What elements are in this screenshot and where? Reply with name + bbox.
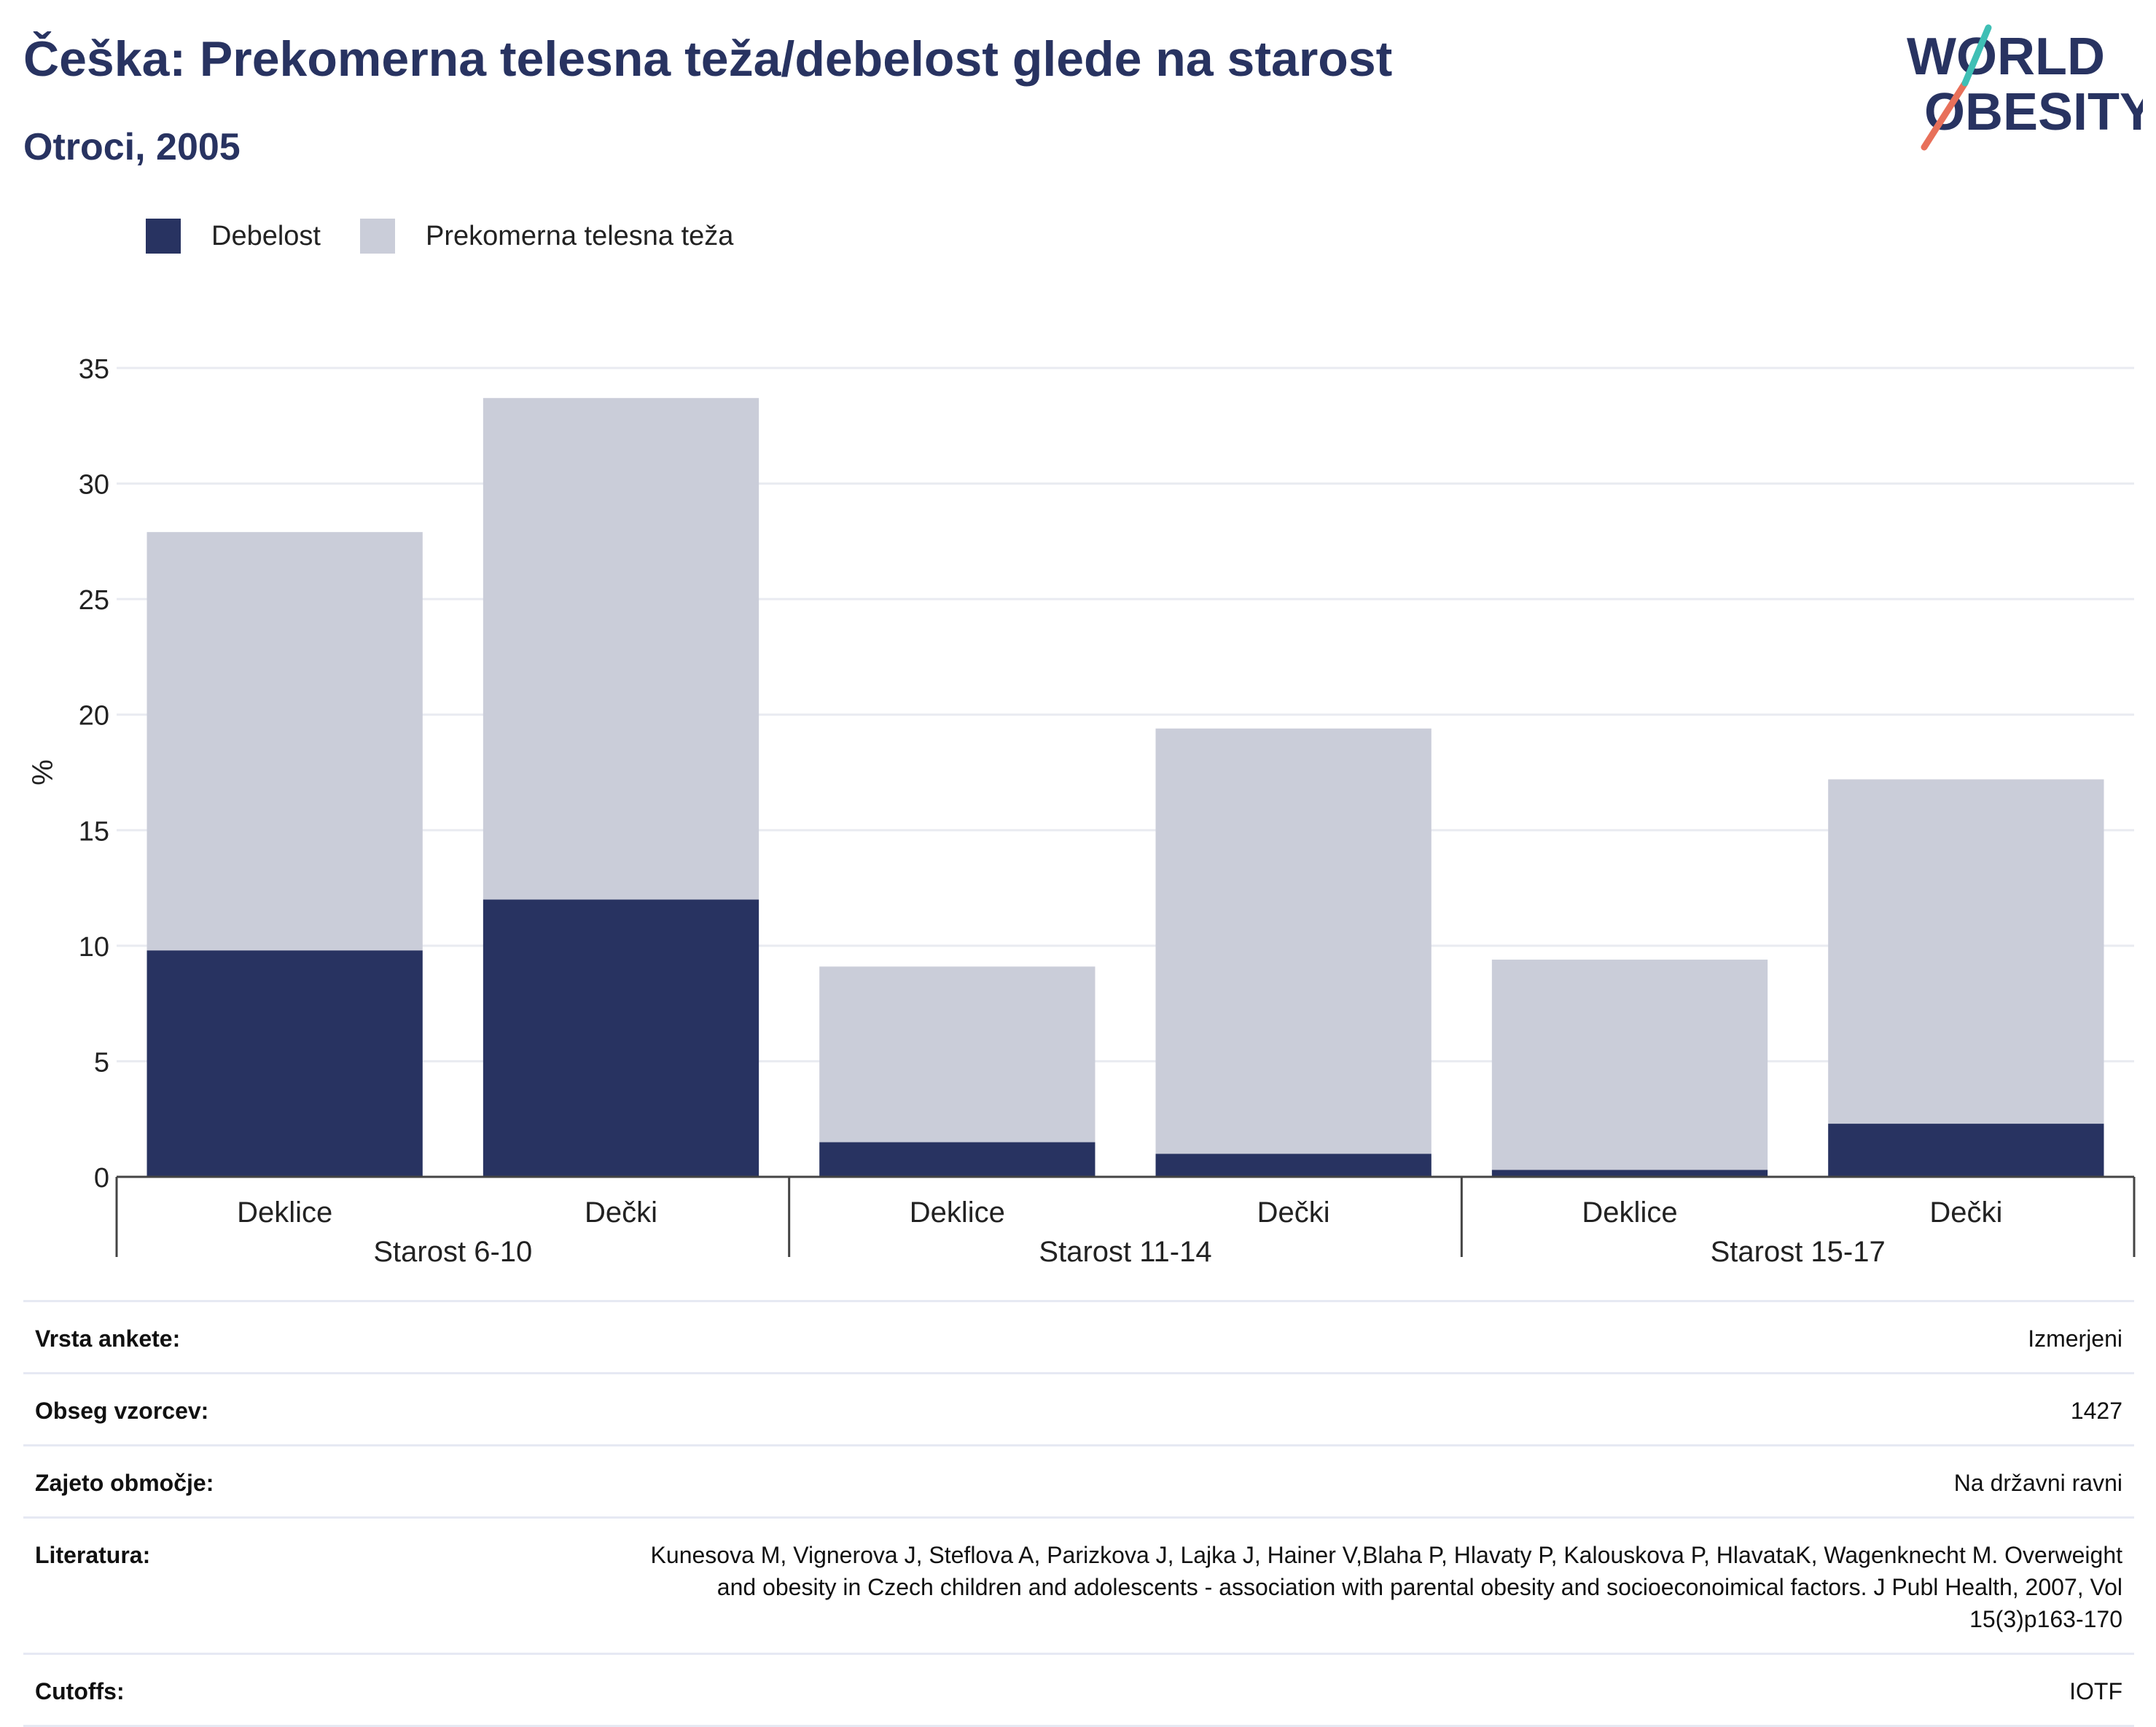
bar-debelost — [1155, 1154, 1432, 1177]
info-label: Obseg vzorcev: — [35, 1398, 209, 1424]
y-tick-label: 15 — [79, 816, 109, 847]
logo-word-world: WORLD — [1907, 28, 2105, 86]
group-label: Starost 11-14 — [1039, 1236, 1211, 1268]
chart-subtitle: Otroci, 2005 — [23, 126, 241, 168]
x-tick-label: Dečki — [1257, 1197, 1330, 1229]
bar-debelost — [483, 899, 759, 1177]
y-tick-label: 30 — [79, 470, 109, 501]
y-tick-label: 20 — [79, 701, 109, 732]
legend-label-debelost: Debelost — [211, 220, 321, 251]
legend-item-debelost[interactable]: Debelost — [146, 219, 321, 254]
bar-prekomerna — [483, 398, 759, 900]
survey-info-table: Vrsta ankete: Izmerjeni Obseg vzorcev: 1427… — [23, 1300, 2134, 1727]
bar-debelost — [819, 1142, 1095, 1177]
info-value: Na državni ravni — [1953, 1470, 2122, 1496]
legend-label-prekomerna: Prekomerna telesna teža — [425, 220, 734, 251]
bar-debelost — [147, 950, 423, 1177]
group-label: Starost 15-17 — [1711, 1236, 1886, 1268]
bar-debelost — [1491, 1170, 1768, 1177]
bar-prekomerna — [1828, 779, 2104, 1124]
y-tick-label: 35 — [79, 354, 109, 385]
bar-prekomerna — [1155, 728, 1432, 1154]
info-value: 1427 — [2070, 1398, 2122, 1424]
y-tick-label: 25 — [79, 585, 109, 616]
x-tick-label: Dečki — [1929, 1197, 2002, 1229]
logo-slash-teal — [1961, 24, 1992, 87]
x-tick-label: Deklice — [1582, 1197, 1677, 1229]
legend-swatch-prekomerna — [359, 219, 395, 254]
chart-legend: Debelost Prekomerna telesna teža — [146, 216, 773, 256]
legend-item-prekomerna[interactable]: Prekomerna telesna teža — [359, 219, 734, 254]
info-row: Literatura: Kunesova M, Vignerova J, Stef… — [23, 1516, 2134, 1653]
info-row: Zajeto območje: Na državni ravni — [23, 1444, 2134, 1516]
info-label: Cutoffs: — [35, 1678, 125, 1704]
info-label: Vrsta ankete: — [35, 1325, 181, 1352]
info-value: Kunesova M, Vignerova J, Steflova A, Par… — [650, 1542, 2122, 1632]
y-tick-label: 10 — [79, 932, 109, 963]
info-value: Izmerjeni — [2028, 1325, 2122, 1352]
world-obesity-logo: WORLD OBESITY — [1907, 24, 2143, 151]
info-label: Zajeto območje: — [35, 1470, 214, 1496]
stacked-bar-chart: 0 5 10 15 20 25 30 35% Deklice Dečki Deklice Dečki D… — [27, 354, 2136, 1268]
bar-prekomerna — [819, 966, 1095, 1143]
x-tick-label: Deklice — [237, 1197, 332, 1229]
y-tick-label: 5 — [94, 1047, 109, 1078]
bar-prekomerna — [1491, 959, 1768, 1170]
info-value: IOTF — [2069, 1678, 2122, 1704]
info-row: Cutoffs: IOTF — [23, 1653, 2134, 1727]
legend-swatch-debelost — [146, 219, 181, 254]
info-row: Vrsta ankete: Izmerjeni — [23, 1300, 2134, 1372]
bar-debelost — [1828, 1124, 2104, 1177]
info-label: Literatura: — [35, 1542, 151, 1568]
x-tick-label: Deklice — [910, 1197, 1005, 1229]
y-tick-label: 0 — [94, 1163, 109, 1194]
x-tick-label: Dečki — [585, 1197, 657, 1229]
logo-slash-coral — [1921, 79, 1969, 151]
info-row: Obseg vzorcev: 1427 — [23, 1372, 2134, 1444]
y-axis-label: % — [27, 759, 59, 786]
chart-title: Češka: Prekomerna telesna teža/debelost … — [23, 31, 1393, 87]
group-label: Starost 6-10 — [373, 1236, 532, 1268]
bar-prekomerna — [147, 532, 423, 951]
